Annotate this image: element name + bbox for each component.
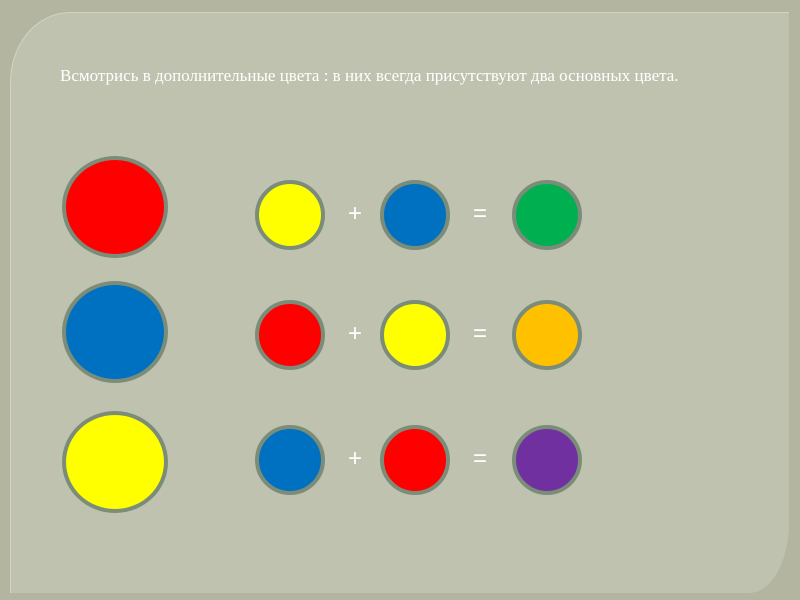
equals-sign: = [472,445,487,472]
primary-circle-yellow [62,411,168,513]
primary-circle-blue [62,281,168,383]
equals-sign: = [472,200,487,227]
plus-sign: + [347,200,362,227]
color-circle [380,425,450,495]
result-circle [512,425,582,495]
equals-sign: = [472,320,487,347]
result-circle [512,180,582,250]
slide-text: Всмотрись в дополнительные цвета : в них… [60,66,679,85]
color-circle [255,425,325,495]
color-circle [255,300,325,370]
color-circle [255,180,325,250]
primary-circle-red [62,156,168,258]
plus-sign: + [347,320,362,347]
color-circle [380,300,450,370]
result-circle [512,300,582,370]
color-circle [380,180,450,250]
plus-sign: + [347,445,362,472]
